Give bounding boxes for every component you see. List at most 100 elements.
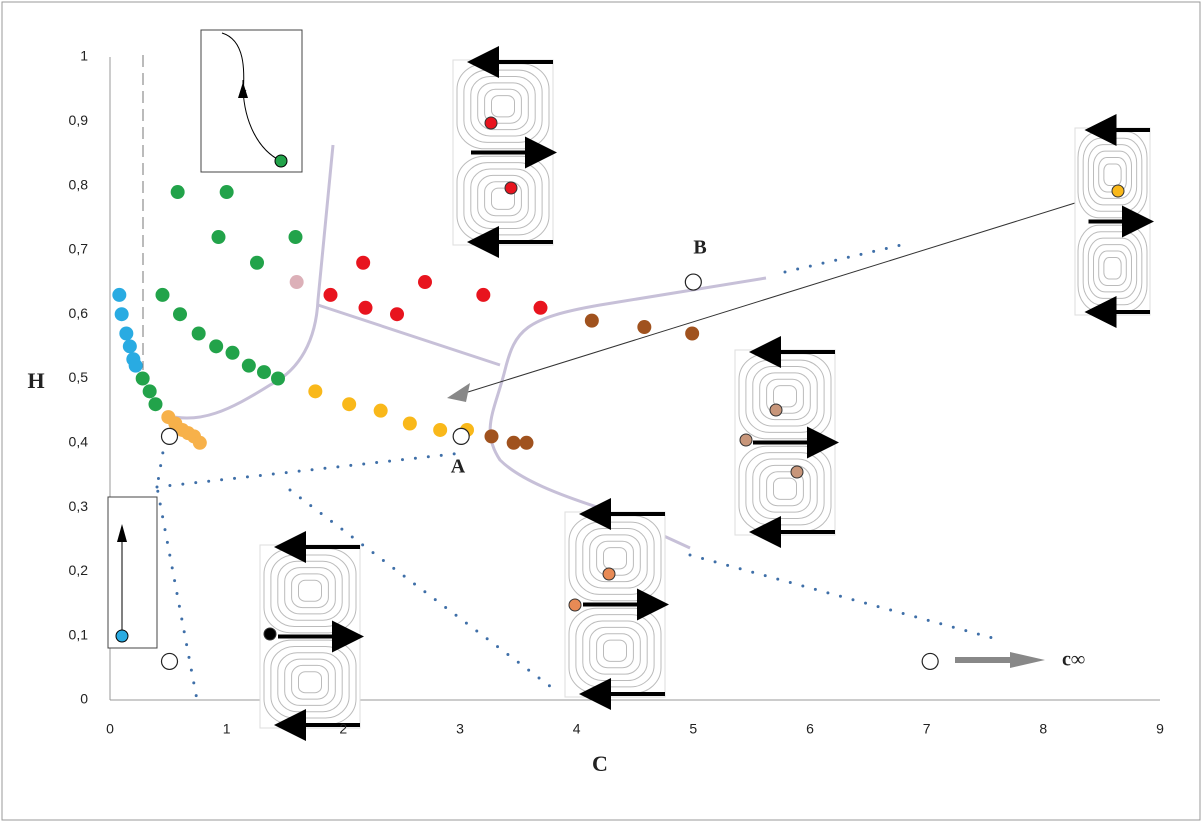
streamline: [1103, 256, 1122, 280]
x-axis-label: C: [592, 751, 608, 776]
y-tick-label: 0,2: [69, 562, 89, 578]
streamline-inset: [259, 531, 364, 741]
point: [484, 429, 499, 444]
inset-dot: [602, 567, 616, 581]
y-tick-label: 0,8: [69, 176, 89, 192]
point: [637, 320, 652, 335]
point: [288, 230, 303, 245]
y-tick-label: 0,3: [69, 498, 89, 514]
point: [148, 397, 163, 412]
point: [476, 287, 491, 302]
x-tick-label: 6: [806, 721, 814, 737]
streamline: [284, 658, 336, 706]
streamline-inset: [452, 46, 557, 258]
y-axis-label: H: [27, 368, 44, 393]
streamline-inset: [734, 336, 839, 548]
inset-dot: [484, 116, 498, 130]
point: [241, 358, 256, 373]
point: [356, 255, 371, 270]
x-tick-label: 8: [1039, 721, 1047, 737]
streamline: [270, 554, 350, 628]
point: [119, 326, 134, 341]
streamline: [491, 95, 515, 118]
streamline: [463, 69, 543, 143]
open-marker: [684, 273, 702, 291]
streamline: [752, 458, 818, 520]
open-marker: [452, 427, 470, 445]
streamline: [463, 162, 543, 236]
inset-dot: [504, 181, 518, 195]
streamline-inset: [564, 498, 669, 710]
pointer-head: [447, 383, 470, 402]
streamline: [745, 452, 825, 526]
open-marker: [921, 652, 939, 671]
streamline-inset: [1074, 114, 1154, 328]
y-tick-label: 1: [80, 48, 88, 64]
point: [533, 300, 548, 315]
point: [209, 339, 224, 354]
streamline: [291, 573, 329, 609]
streamline: [1093, 150, 1132, 199]
y-tick-label: 0,9: [69, 112, 89, 128]
inset-dot: [739, 433, 753, 447]
x-tick-label: 2: [339, 721, 347, 737]
y-tick-label: 0: [80, 691, 88, 707]
y-tick-label: 0,1: [69, 626, 89, 642]
streamline: [484, 181, 522, 217]
x-tick-label: 3: [456, 721, 464, 737]
point: [433, 422, 448, 437]
streamline: [298, 579, 322, 602]
x-tick-label: 0: [106, 721, 114, 737]
streamline: [745, 359, 825, 433]
x-tick-label: 4: [573, 721, 581, 737]
point: [308, 384, 323, 399]
point: [192, 435, 207, 450]
streamline: [270, 645, 350, 719]
point: [191, 326, 206, 341]
dotted-lines: [155, 241, 1002, 702]
streamline: [773, 385, 797, 408]
open-marker: [160, 652, 179, 671]
streamline: [759, 464, 811, 513]
point: [173, 307, 187, 322]
x-tick-label: 5: [689, 721, 697, 737]
point: [211, 230, 226, 245]
annotation: c∞: [1062, 649, 1085, 671]
point: [112, 287, 127, 302]
streamline: [284, 567, 336, 615]
y-tick-label: 0,6: [69, 305, 89, 321]
streamline: [484, 88, 522, 124]
streamline: [596, 633, 634, 669]
point: [155, 287, 170, 302]
y-tick-label: 0,5: [69, 369, 89, 385]
streamline: [589, 534, 641, 583]
streamline: [1093, 244, 1132, 293]
point: [170, 185, 185, 200]
streamline: [470, 75, 536, 137]
streamline: [589, 626, 641, 675]
streamline: [582, 527, 648, 589]
inset-dot: [790, 465, 804, 479]
annotation: B: [693, 237, 706, 259]
point: [418, 275, 432, 290]
inset-dot: [263, 627, 277, 641]
point: [358, 300, 373, 315]
point: [128, 358, 143, 373]
point: [323, 287, 338, 302]
x-tick-label: 1: [223, 721, 231, 737]
point: [250, 255, 264, 270]
streamline: [291, 664, 329, 700]
streamline: [477, 174, 529, 223]
point: [506, 435, 521, 450]
streamline: [298, 671, 322, 694]
inset-dot: [568, 598, 582, 612]
streamline: [603, 547, 627, 570]
point: [390, 307, 404, 322]
open-marker: [160, 427, 179, 445]
annotation: A: [451, 456, 466, 478]
point: [342, 397, 357, 412]
streamline: [277, 652, 343, 713]
point: [584, 313, 599, 328]
inset-dot: [769, 403, 783, 417]
